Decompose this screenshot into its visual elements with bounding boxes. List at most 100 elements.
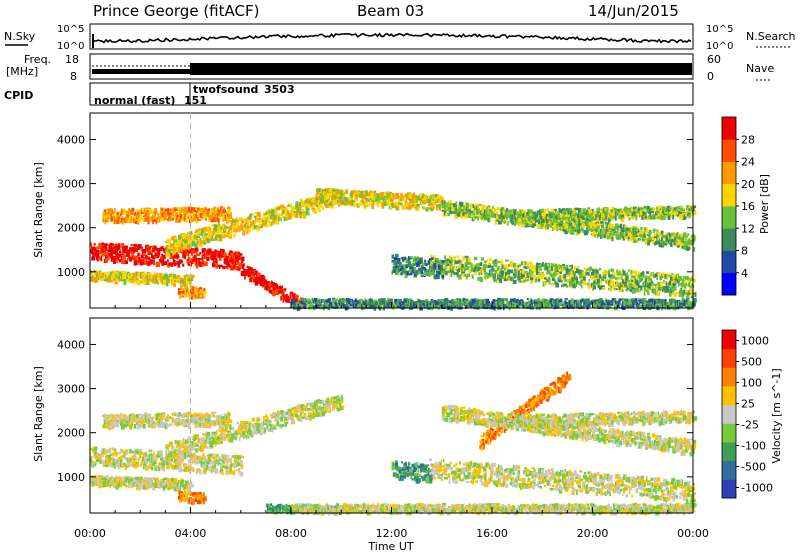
power-echo-cell: [605, 226, 608, 231]
power-echo-cell: [138, 258, 141, 263]
power-echo-cell: [173, 282, 176, 287]
power-echo-cell: [601, 229, 603, 232]
power-echo-cell: [275, 284, 279, 288]
power-echo-cell: [95, 250, 100, 254]
nsearch-label: N.Search: [746, 30, 796, 43]
power-echo-cell: [112, 216, 116, 219]
power-echo-cell: [215, 259, 218, 263]
power-echo-cell: [257, 211, 261, 216]
power-echo-cell: [434, 200, 437, 204]
power-echo-cell: [674, 236, 677, 242]
power-echo-cell: [609, 282, 612, 287]
power-echo-cell: [640, 227, 643, 230]
power-echo-cell: [500, 216, 503, 220]
power-echo-cell: [236, 254, 239, 257]
power-echo-cell: [229, 259, 232, 263]
power-echo-cell: [522, 274, 525, 279]
power-echo-cell: [524, 266, 527, 270]
power-echo-cell: [225, 218, 228, 223]
power-echo-cell: [319, 192, 324, 196]
power-echo-cell: [317, 207, 320, 210]
power-echo-cell: [280, 204, 285, 209]
power-echo-cell: [509, 209, 512, 215]
power-echo-cell: [110, 252, 113, 256]
power-echo-cell: [276, 287, 279, 290]
power-echo-cell: [616, 230, 619, 234]
power-echo-cell: [282, 297, 285, 303]
power-echo-cell: [129, 279, 133, 284]
power-echo-cell: [241, 218, 244, 221]
power-echo-cell: [632, 282, 635, 285]
power-echo-cell: [608, 226, 611, 231]
power-echo-cell: [625, 273, 627, 277]
power-echo-cell: [574, 271, 579, 274]
power-echo-cell: [180, 218, 185, 222]
power-echo-cell: [203, 248, 206, 252]
power-echo-cell: [230, 220, 233, 225]
power-echo-cell: [542, 273, 545, 277]
power-echo-cell: [289, 295, 292, 299]
power-echo-cell: [602, 223, 605, 229]
power-echo-cell: [623, 270, 626, 275]
power-echo-cell: [317, 188, 321, 192]
power-echo-cell: [597, 224, 600, 228]
power-echo-cell: [330, 204, 335, 209]
power-echo-cell: [452, 270, 454, 274]
power-echo-cell: [115, 251, 118, 256]
power-echo-cell: [585, 230, 588, 236]
power-echo-cell: [452, 208, 456, 211]
power-echo-cell: [152, 276, 155, 281]
power-echo-cell: [429, 270, 434, 274]
power-echo-cell: [468, 259, 470, 262]
power-echo-cell: [637, 271, 640, 275]
power-echo-cell: [185, 288, 188, 293]
power-echo-cell: [470, 264, 474, 269]
power-echo-cell: [449, 207, 452, 213]
power-echo-cell: [617, 271, 622, 276]
power-echo-cell: [132, 220, 136, 224]
power-echo-cell: [531, 273, 535, 277]
power-echo-cell: [187, 263, 191, 266]
power-echo-cell: [134, 220, 138, 224]
power-echo-cell: [524, 222, 528, 227]
power-echo-cell: [537, 275, 540, 280]
power-echo-cell: [387, 193, 391, 196]
power-echo-cell: [199, 294, 202, 298]
power-echo-cell: [553, 224, 557, 230]
power-echo-cell: [358, 203, 363, 206]
power-echo-cell: [271, 212, 275, 216]
power-echo-cell: [636, 282, 640, 287]
power-echo-cell: [152, 219, 154, 225]
power-echo-cell: [625, 228, 628, 233]
power-echo-cell: [438, 264, 441, 269]
power-echo-cell: [558, 223, 561, 227]
power-echo-cell: [496, 266, 501, 272]
power-echo-cell: [620, 227, 625, 233]
power-echo-cell: [298, 299, 302, 303]
power-echo-cell: [217, 237, 221, 242]
power-echo-cell: [100, 276, 103, 279]
power-echo-cell: [93, 242, 96, 246]
power-echo-cell: [592, 268, 596, 273]
power-echo-cell: [261, 279, 264, 284]
power-echo-cell: [432, 255, 436, 258]
power-echo-cell: [205, 213, 208, 218]
power-echo-cell: [671, 277, 674, 282]
power-echo-cell: [174, 241, 178, 246]
power-echo-cell: [325, 191, 329, 195]
power-echo-cell: [543, 282, 546, 287]
power-echo-cell: [222, 209, 226, 213]
power-echo-cell: [628, 217, 631, 221]
power-echo-cell: [470, 203, 473, 209]
power-echo-cell: [213, 255, 217, 258]
power-echo-cell: [225, 232, 229, 236]
power-echo-cell: [441, 209, 446, 212]
power-echo-cell: [323, 189, 325, 192]
power-echo-cell: [535, 272, 539, 275]
power-echo-cell: [240, 256, 245, 262]
power-echo-cell: [611, 236, 614, 242]
power-echo-cell: [611, 226, 614, 229]
power-echo-cell: [480, 204, 483, 210]
power-echo-cell: [99, 276, 102, 281]
power-echo-cell: [481, 209, 484, 214]
